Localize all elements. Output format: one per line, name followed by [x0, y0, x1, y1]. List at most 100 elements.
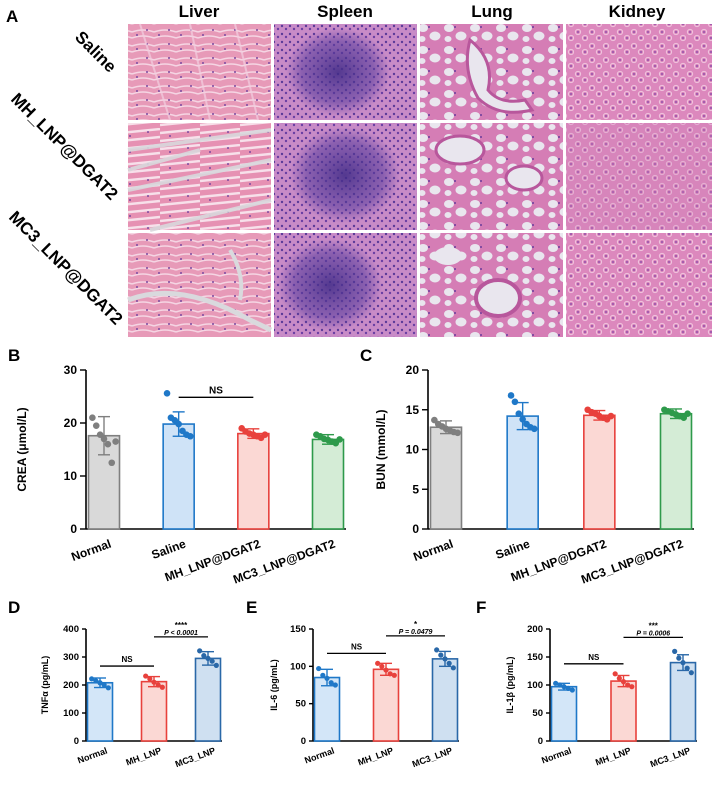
- p-value-label: P = 0.0006: [636, 630, 670, 637]
- bar: [140, 680, 168, 742]
- data-point: [89, 676, 95, 682]
- y-tick-label: 50: [532, 708, 543, 719]
- data-point: [454, 429, 461, 437]
- data-point: [101, 682, 107, 688]
- data-point: [446, 660, 452, 666]
- histology-image: [566, 24, 712, 120]
- bar: [237, 432, 270, 530]
- y-axis-label: BUN (mmol/L): [374, 410, 388, 490]
- y-tick-label: 150: [527, 652, 543, 663]
- data-point: [629, 684, 635, 690]
- data-point: [332, 682, 338, 688]
- significance-label: NS: [351, 642, 363, 651]
- histology-column-lung: Lung: [471, 2, 513, 21]
- data-point: [557, 682, 563, 688]
- data-point: [328, 680, 334, 686]
- data-point: [553, 680, 559, 686]
- data-point: [625, 682, 631, 688]
- x-category-label: MC3_LNP: [649, 745, 692, 769]
- bar: [429, 426, 463, 530]
- data-point: [672, 648, 678, 655]
- y-tick-label: 400: [63, 624, 79, 635]
- data-point: [151, 679, 157, 685]
- y-tick-label: 0: [538, 736, 543, 747]
- data-point: [438, 652, 444, 658]
- panel-letter-a: A: [6, 7, 18, 26]
- data-point: [112, 438, 119, 445]
- histology-row-mh-lnp: MH_LNP@DGAT2: [7, 89, 121, 203]
- bar: [506, 415, 539, 530]
- y-axis-label: TNFα (pg/mL): [40, 656, 50, 715]
- data-point: [383, 667, 389, 673]
- data-point: [205, 655, 211, 662]
- data-point: [684, 410, 691, 418]
- histology-image: [274, 24, 417, 120]
- histology-column-liver: Liver: [179, 2, 220, 21]
- significance-stars: *: [414, 620, 418, 629]
- x-category-label: Saline: [150, 537, 188, 562]
- data-point: [147, 676, 153, 682]
- bar: [311, 438, 345, 530]
- data-point: [442, 656, 448, 662]
- x-category-label: MH_LNP: [594, 745, 632, 767]
- data-point: [530, 425, 538, 433]
- x-category-label: Normal: [303, 745, 336, 765]
- bar: [610, 680, 637, 742]
- data-point: [450, 665, 456, 671]
- data-point: [519, 415, 526, 423]
- bar: [431, 658, 459, 742]
- data-point: [515, 410, 523, 418]
- y-tick-label: 100: [290, 661, 306, 672]
- bar: [162, 423, 195, 530]
- significance-stars: ***: [649, 621, 659, 630]
- y-tick-label: 20: [406, 363, 420, 377]
- y-tick-label: 30: [64, 363, 78, 377]
- data-point: [616, 675, 622, 681]
- histology-image: [274, 123, 417, 230]
- panel-letter-c: C: [360, 346, 372, 365]
- histology-image: [420, 233, 563, 337]
- data-point: [561, 684, 567, 690]
- histology-image: [420, 24, 563, 120]
- data-point: [507, 392, 515, 399]
- significance-label: NS: [588, 653, 600, 662]
- y-tick-label: 200: [63, 680, 79, 691]
- data-point: [320, 672, 326, 678]
- data-point: [143, 673, 149, 679]
- data-point: [261, 431, 269, 438]
- x-category-label: Normal: [69, 537, 113, 564]
- y-tick-label: 300: [63, 652, 79, 663]
- histology-image: [420, 123, 563, 230]
- data-point: [379, 663, 385, 669]
- chart-e: 0 50 100 150 IL-6 (pg/mL) Normal MH_LNP MC3_LNP…: [269, 620, 459, 769]
- data-point: [89, 414, 96, 422]
- data-point: [511, 398, 519, 406]
- y-tick-label: 50: [295, 699, 306, 710]
- histology-image: [127, 123, 272, 232]
- y-tick-label: 0: [70, 522, 77, 536]
- data-point: [105, 685, 111, 691]
- data-point: [387, 671, 393, 677]
- x-category-label: MH_LNP: [124, 745, 162, 767]
- x-category-label: MC3_LNP: [174, 745, 217, 769]
- y-tick-label: 15: [406, 403, 420, 417]
- y-axis-label: IL-6 (pg/mL): [269, 659, 279, 711]
- y-tick-label: 100: [63, 708, 79, 719]
- x-category-label: MH_LNP: [356, 745, 394, 767]
- y-tick-label: 0: [74, 736, 79, 747]
- data-point: [100, 435, 108, 443]
- data-point: [163, 390, 171, 397]
- bar: [86, 681, 114, 742]
- histology-image: [128, 23, 271, 121]
- data-point: [565, 685, 571, 691]
- y-axis-label: IL-1β (pg/mL): [505, 657, 515, 714]
- histology-row-mc3-lnp: MC3_LNP@DGAT2: [5, 207, 126, 328]
- data-point: [612, 671, 618, 677]
- panel-letter-f: F: [476, 598, 486, 617]
- histology-column-kidney: Kidney: [609, 2, 666, 21]
- data-point: [684, 665, 690, 671]
